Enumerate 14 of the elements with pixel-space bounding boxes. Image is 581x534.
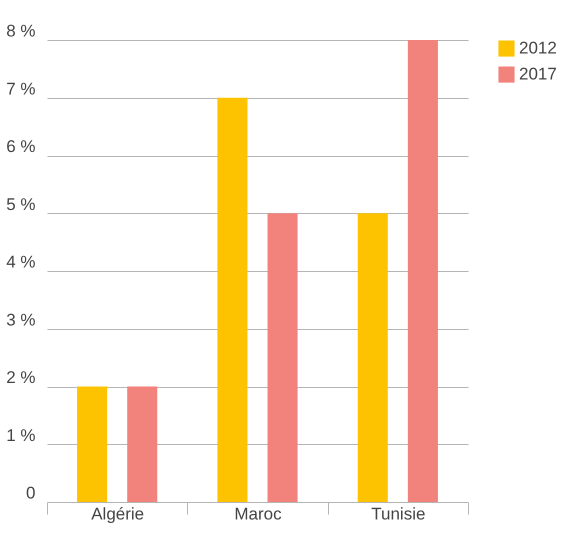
y-tick-label: 5 % bbox=[6, 194, 36, 214]
legend-label: 2012 bbox=[519, 38, 557, 58]
x-tick-label: Maroc bbox=[234, 504, 282, 524]
y-tick-label: 4 % bbox=[6, 252, 36, 272]
y-tick-label: 7 % bbox=[6, 79, 36, 98]
y-tick-label: 8 % bbox=[6, 22, 36, 40]
x-tick-label: Tunisie bbox=[371, 504, 426, 524]
x-tick-label: Algérie bbox=[91, 504, 144, 524]
y-tick-label: 0 bbox=[26, 484, 36, 502]
legend-label: 2017 bbox=[519, 64, 557, 84]
y-tick-label: 3 % bbox=[6, 310, 36, 330]
y-tick-label: 2 % bbox=[6, 368, 36, 387]
y-tick-label: 1 % bbox=[6, 426, 36, 445]
y-tick-label: 6 % bbox=[6, 137, 36, 156]
